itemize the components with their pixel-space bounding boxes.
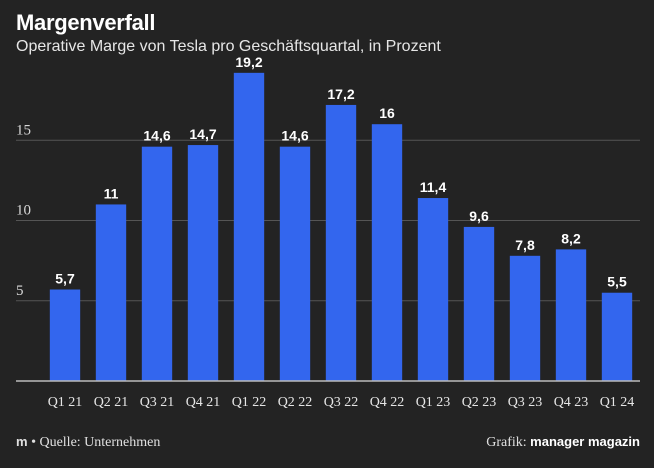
data-label: 19,2 — [235, 54, 262, 70]
data-label: 14,7 — [189, 126, 216, 142]
x-tick-label: Q4 22 — [370, 395, 405, 410]
x-tick-label: Q2 21 — [94, 395, 129, 410]
x-tick-label: Q3 22 — [324, 395, 359, 410]
data-label: 8,2 — [561, 230, 581, 246]
source-note: m • Quelle: Unternehmen — [16, 434, 160, 451]
bar-q3-22 — [325, 104, 357, 381]
bar-q3-21 — [141, 146, 173, 381]
credit-label: Grafik: — [486, 435, 527, 450]
data-label: 9,6 — [469, 208, 489, 224]
y-tick-label: 15 — [16, 122, 31, 138]
x-tick-label: Q2 22 — [278, 395, 313, 410]
bar-q1-21 — [49, 289, 81, 381]
x-tick-label: Q1 21 — [48, 395, 83, 410]
manager-magazin-logo: m — [16, 434, 28, 449]
source-text: Quelle: Unternehmen — [39, 435, 161, 450]
bar-q4-23 — [555, 249, 587, 381]
bar-q1-22 — [233, 72, 265, 381]
y-tick-label: 5 — [16, 283, 24, 299]
x-tick-label: Q3 23 — [508, 395, 543, 410]
bar-q1-24 — [601, 292, 633, 381]
bar-chart: 5 10 15 5,7 Q1 21 11 Q2 21 14,6 Q3 21 14,7 Q4 21 19… — [16, 54, 640, 410]
data-label: 11,4 — [420, 179, 447, 195]
y-tick-label: 10 — [16, 203, 31, 219]
bar-q2-21 — [95, 204, 127, 381]
bar-q2-23 — [463, 226, 495, 381]
credit-note: Grafik: manager magazin — [486, 434, 640, 451]
bar-q1-23 — [417, 198, 449, 381]
x-tick-label: Q1 24 — [600, 395, 635, 410]
data-label: 7,8 — [515, 237, 535, 253]
data-label: 16 — [379, 105, 395, 121]
x-tick-label: Q4 23 — [554, 395, 589, 410]
credit-brand: manager magazin — [530, 434, 640, 449]
data-label: 11 — [104, 185, 119, 201]
data-label: 14,6 — [143, 128, 170, 144]
data-label: 14,6 — [281, 128, 308, 144]
x-tick-label: Q4 21 — [186, 395, 221, 410]
bar-q3-23 — [509, 255, 541, 381]
data-label: 5,7 — [55, 271, 75, 287]
chart-subtitle: Operative Marge von Tesla pro Geschäftsq… — [16, 38, 441, 55]
bar-q4-22 — [371, 124, 403, 381]
x-tick-label: Q3 21 — [140, 395, 175, 410]
data-label: 5,5 — [607, 274, 627, 290]
bar-q4-21 — [187, 145, 219, 381]
x-tick-label: Q1 23 — [416, 395, 451, 410]
bullet-separator: • — [31, 435, 36, 450]
data-label: 17,2 — [327, 86, 354, 102]
x-tick-label: Q1 22 — [232, 395, 267, 410]
chart-title: Margenverfall — [16, 10, 156, 35]
x-tick-label: Q2 23 — [462, 395, 497, 410]
bar-q2-22 — [279, 146, 311, 381]
